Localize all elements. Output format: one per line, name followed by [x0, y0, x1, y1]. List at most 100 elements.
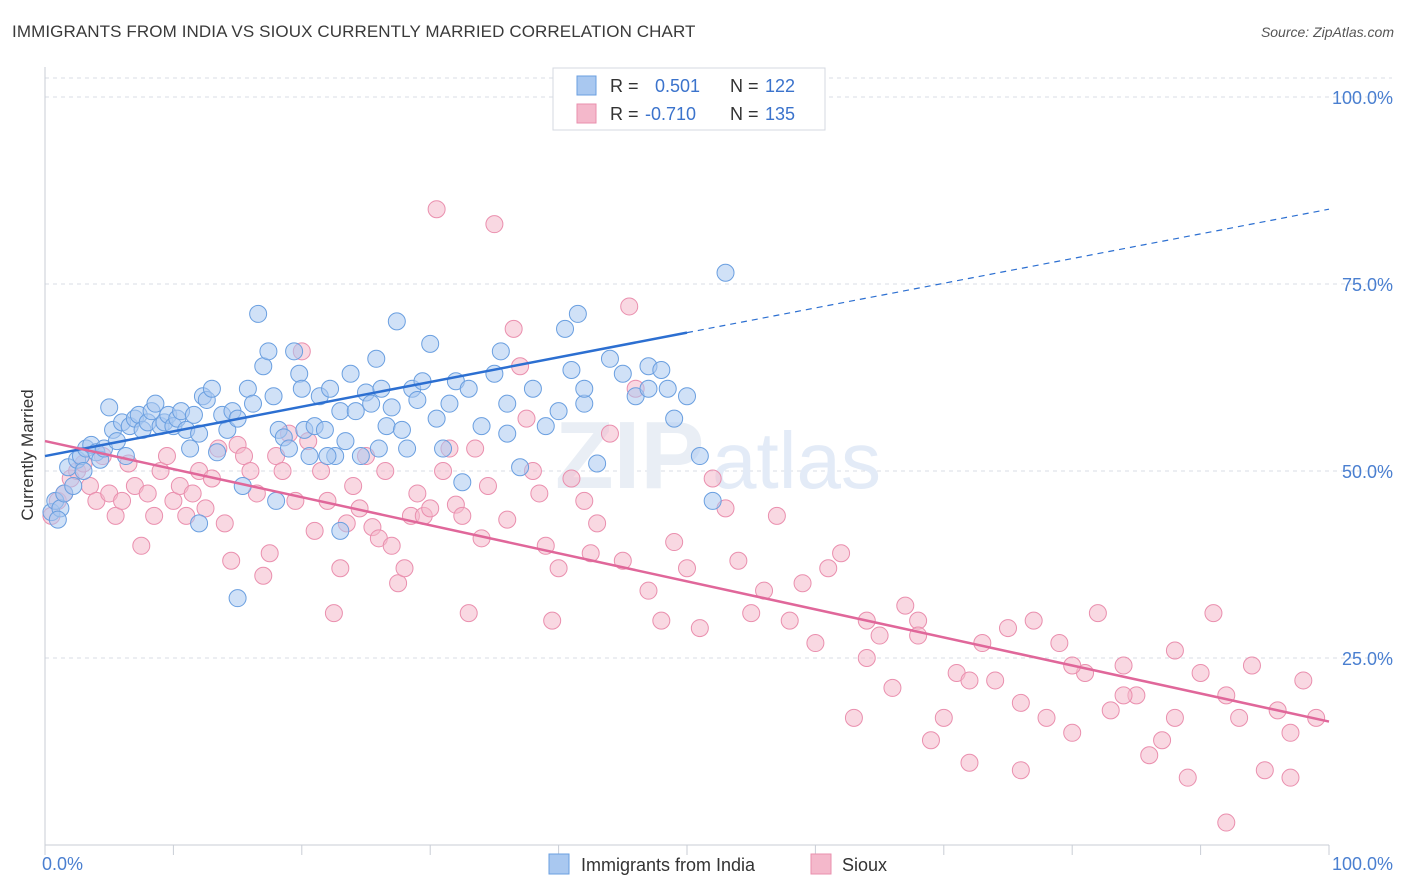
- sioux-point: [132, 536, 151, 555]
- india-point: [372, 379, 391, 398]
- sioux-point: [767, 506, 786, 525]
- sioux-point: [652, 611, 671, 630]
- india-point: [575, 379, 594, 398]
- legend-r-value-1: 0.501: [655, 76, 700, 96]
- y-tick-label: 100.0%: [1332, 88, 1393, 108]
- sioux-point: [498, 510, 517, 529]
- india-point: [146, 394, 165, 413]
- sioux-point: [382, 536, 401, 555]
- india-point: [315, 420, 334, 439]
- sioux-point: [222, 551, 241, 570]
- y-tick-label: 75.0%: [1342, 275, 1393, 295]
- india-point: [290, 364, 309, 383]
- india-point: [392, 420, 411, 439]
- india-point: [254, 357, 273, 376]
- y-axis-title: Currently Married: [18, 389, 37, 520]
- sioux-point: [703, 469, 722, 488]
- sioux-point: [145, 506, 164, 525]
- sioux-trend-line: [44, 439, 1330, 723]
- india-point: [208, 443, 227, 462]
- india-point: [387, 312, 406, 331]
- sioux-point: [376, 462, 395, 480]
- sioux-point: [960, 753, 979, 772]
- india-point: [321, 379, 340, 398]
- sioux-point: [113, 491, 132, 510]
- sioux-point: [1281, 768, 1300, 787]
- india-point: [362, 394, 381, 413]
- sioux-point: [986, 671, 1005, 690]
- india-point: [48, 510, 67, 529]
- sioux-point: [273, 462, 292, 480]
- sioux-point: [1050, 634, 1069, 653]
- india-point: [408, 390, 427, 409]
- india-point: [562, 361, 581, 380]
- legend-r-value-2: -0.710: [645, 104, 696, 124]
- india-point: [678, 387, 696, 406]
- y-tick-label: 25.0%: [1342, 649, 1393, 669]
- india-trend-line: [44, 331, 688, 458]
- gridlines: [45, 77, 1392, 659]
- india-point: [238, 379, 257, 398]
- sioux-point: [844, 708, 863, 727]
- sioux-point: [1101, 701, 1120, 720]
- sioux-point: [870, 626, 889, 645]
- india-point: [190, 424, 209, 443]
- sioux-point: [575, 491, 594, 510]
- india-point: [472, 417, 491, 436]
- india-point: [690, 447, 709, 466]
- sioux-point: [1114, 656, 1133, 675]
- sioux-point: [235, 447, 254, 466]
- sioux-point: [934, 708, 953, 727]
- india-point: [184, 405, 203, 424]
- india-point: [382, 398, 401, 417]
- sioux-point: [389, 574, 408, 593]
- india-point: [453, 473, 472, 492]
- sioux-point: [196, 499, 215, 518]
- chart-title: IMMIGRANTS FROM INDIA VS SIOUX CURRENTLY…: [12, 22, 696, 41]
- sioux-point: [312, 462, 331, 480]
- india-point: [279, 439, 298, 458]
- india-point: [292, 379, 311, 398]
- legend-label-india: Immigrants from India: [581, 855, 756, 875]
- sioux-points: [42, 200, 1326, 832]
- india-point: [652, 361, 671, 380]
- india-point: [498, 424, 517, 443]
- india-point: [228, 589, 247, 608]
- india-point: [427, 409, 446, 428]
- sioux-point: [562, 469, 581, 488]
- sioux-point: [1024, 611, 1043, 630]
- india-point: [588, 454, 607, 473]
- trend-lines: [44, 208, 1330, 723]
- legend-n-label-1: N =: [730, 76, 759, 96]
- sioux-point: [1217, 813, 1236, 832]
- legend-n-label-2: N =: [730, 104, 759, 124]
- india-point: [511, 458, 530, 477]
- india-point: [556, 319, 575, 338]
- india-point: [267, 491, 286, 510]
- sioux-point: [157, 447, 176, 466]
- legend-top-box: [552, 67, 826, 131]
- legend-n-value-2: 135: [765, 104, 795, 124]
- sioux-point: [1114, 686, 1133, 705]
- india-point: [190, 514, 209, 533]
- india-point: [331, 402, 350, 421]
- sioux-point: [1191, 663, 1210, 682]
- sioux-point: [106, 506, 125, 525]
- sioux-point: [1011, 693, 1030, 712]
- sioux-point: [1165, 641, 1184, 660]
- y-tick-label: 50.0%: [1342, 462, 1393, 482]
- india-point: [318, 447, 337, 466]
- sioux-point: [395, 559, 414, 578]
- sioux-point: [832, 544, 851, 563]
- sioux-point: [600, 424, 619, 443]
- source-label: Source: ZipAtlas.com: [1260, 24, 1394, 40]
- india-point: [498, 394, 517, 413]
- india-point: [264, 387, 283, 406]
- sioux-point: [80, 476, 99, 495]
- sioux-point: [806, 634, 825, 653]
- sioux-point: [453, 506, 472, 525]
- india-point: [639, 379, 658, 398]
- sioux-point: [254, 566, 273, 585]
- sioux-point: [485, 215, 504, 234]
- india-point: [459, 379, 478, 398]
